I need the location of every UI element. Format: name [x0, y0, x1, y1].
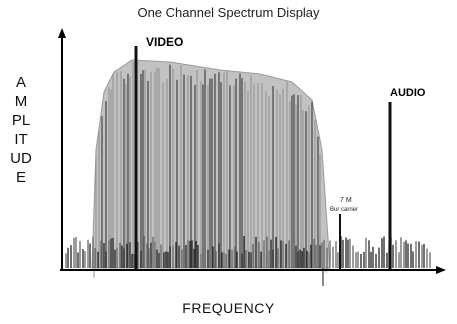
- annotation-line-2: Bur carrier: [330, 207, 358, 213]
- x-axis-label: FREQUENCY: [182, 300, 275, 316]
- video-label: VIDEO: [146, 35, 183, 49]
- y-axis-arrow: [58, 28, 66, 38]
- noise-lines: [65, 61, 431, 287]
- diagram-title: One Channel Spectrum Display: [137, 5, 320, 20]
- x-axis-arrow: [436, 266, 446, 274]
- annotation-line-1: 7 M: [340, 197, 352, 204]
- audio-label: AUDIO: [390, 87, 426, 99]
- y-axis-label: AMPLITUDE: [10, 74, 32, 186]
